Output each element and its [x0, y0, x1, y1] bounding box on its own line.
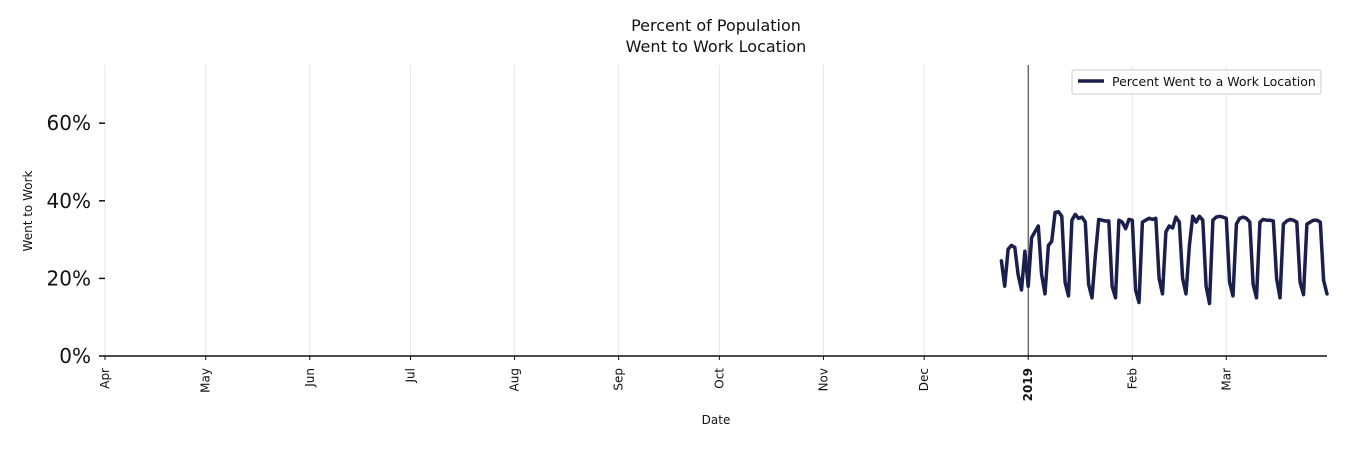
series-line: [999, 209, 1329, 306]
legend-label: Percent Went to a Work Location: [1112, 74, 1316, 89]
y-tick-label: 60%: [47, 111, 91, 135]
x-tick-label: Dec: [917, 368, 931, 391]
x-tick-label: 2019: [1021, 368, 1035, 401]
series-layer: [999, 209, 1329, 306]
x-tick-label: Jun: [303, 368, 317, 388]
chart-title: Percent of Population Went to Work Locat…: [626, 16, 807, 56]
y-tick-label: 40%: [47, 189, 91, 213]
chart-legend: Percent Went to a Work Location: [1071, 69, 1322, 95]
chart-title-line-1: Percent of Population: [631, 16, 801, 35]
legend-box: [1071, 69, 1322, 95]
y-tick-label: 20%: [47, 266, 91, 290]
x-tick-label: Apr: [98, 368, 112, 389]
x-tick-label: Jul: [404, 368, 418, 383]
x-axis-label: Date: [702, 413, 731, 427]
x-tick-label: Aug: [508, 368, 522, 391]
y-axis-label: Went to Work: [21, 170, 35, 251]
x-axis-ticks: Apr May Jun Jul Aug Sep Oct Nov Dec 2019 Feb Mar: [98, 356, 1233, 401]
x-tick-label: Nov: [816, 368, 830, 391]
y-tick-label: 0%: [59, 344, 91, 368]
y-axis-ticks: 0% 20% 40% 60%: [47, 111, 105, 368]
x-tick-label: Feb: [1125, 368, 1139, 389]
x-tick-label: Oct: [712, 368, 726, 389]
x-tick-label: Mar: [1219, 368, 1233, 391]
x-tick-label: Sep: [612, 368, 626, 391]
chart-title-line-2: Went to Work Location: [626, 37, 807, 56]
x-tick-label: May: [199, 368, 213, 393]
